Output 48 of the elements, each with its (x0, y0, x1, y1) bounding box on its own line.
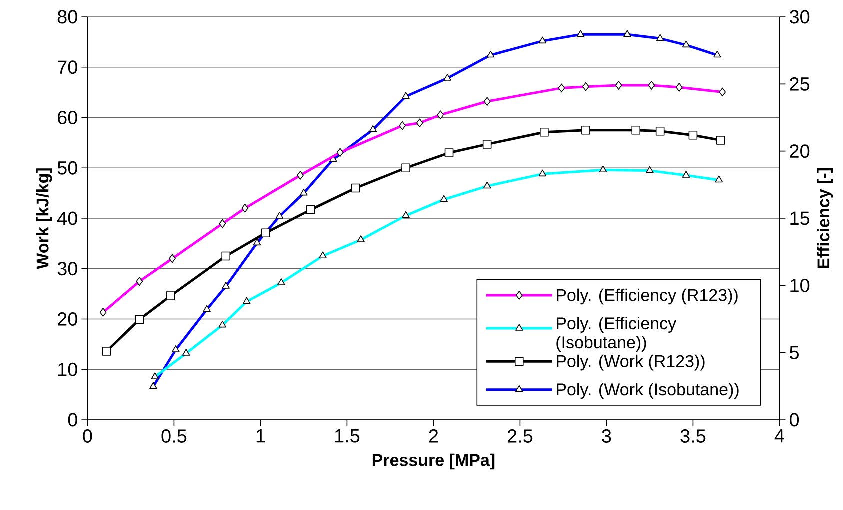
point (582, 126, 590, 135)
point (261, 228, 270, 238)
y-tick-label: 10 (58, 362, 78, 376)
point (135, 315, 144, 324)
point (482, 140, 492, 149)
y-tick-label: 40 (57, 212, 78, 226)
x-tick-label: 3 (602, 430, 612, 443)
y2-tick-label: 0 (790, 413, 800, 427)
y-tick-label: 70 (58, 60, 78, 74)
y-tick-label: 20 (58, 312, 78, 326)
x-axis-title: Pressure [MPa] (372, 454, 495, 470)
x-tick-label: 4 (774, 430, 784, 443)
x-tick-label: 0 (83, 430, 92, 443)
x-tick-label: 1.5 (335, 430, 360, 443)
y-tick-label: 50 (58, 161, 78, 175)
x-tick-label: 0.5 (162, 430, 187, 443)
point (306, 206, 316, 214)
x-tick-label: 1 (256, 430, 266, 443)
point (540, 128, 549, 137)
y-tick-label: 60 (58, 111, 78, 124)
point (166, 292, 176, 300)
y-axis-title: Work [kJ/kg] (36, 168, 52, 270)
point (656, 126, 665, 136)
point (444, 148, 454, 158)
point (716, 136, 726, 145)
y2-tick-label: 15 (790, 212, 810, 226)
y2-axis-title: Efficiency [-] (817, 168, 834, 268)
y2-tick-label: 5 (790, 346, 799, 360)
point (632, 126, 641, 135)
y2-tick-label: 10 (790, 278, 810, 292)
point (351, 184, 360, 193)
point (222, 252, 230, 261)
legend-label: Poly. (Efficiency (Isobutane)) (556, 317, 677, 352)
point (402, 164, 410, 173)
x-tick-label: 2 (429, 430, 438, 443)
y-tick-label: 0 (68, 413, 78, 427)
legend-label: Poly. (Work (Isobutane)) (557, 383, 739, 400)
x-tick-label: 3.5 (680, 430, 706, 443)
legend-label: Poly. (Work (R123)) (557, 354, 705, 371)
legend-label: Poly. (Efficiency (R123)) (557, 288, 738, 305)
y2-tick-label: 30 (790, 10, 810, 24)
y2-tick-label: 25 (790, 77, 810, 91)
x-tick-label: 2.5 (508, 430, 533, 443)
point (102, 347, 112, 356)
y-tick-label: 30 (58, 262, 78, 276)
point (688, 130, 698, 140)
y2-tick-label: 20 (790, 144, 810, 158)
y-tick-label: 80 (58, 10, 78, 24)
